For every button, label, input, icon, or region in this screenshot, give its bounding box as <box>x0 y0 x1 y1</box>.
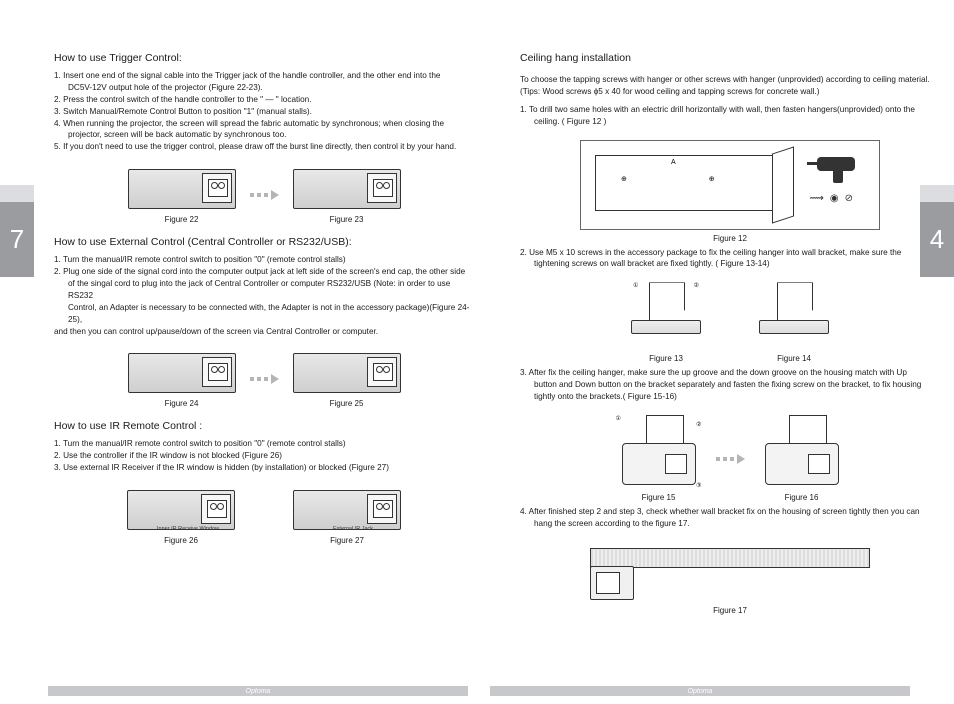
fig22-illustration <box>128 165 236 211</box>
s2-l2c: Control, an Adapter is necessary to be c… <box>54 302 474 326</box>
fig26-illustration: Inner IR Receive Window <box>127 486 235 532</box>
section-trigger-title: How to use Trigger Control: <box>54 52 474 64</box>
s3-l1: 1. Turn the manual/IR remote control swi… <box>54 438 474 450</box>
fig24-box: Figure 24 <box>128 349 236 408</box>
s1-l4b: projector, screen will be back automatic… <box>54 129 474 141</box>
fig26-callout: Inner IR Receive Window <box>157 526 219 532</box>
fig24-illustration <box>128 349 236 395</box>
fig15-caption: Figure 15 <box>642 493 676 502</box>
ceiling-title: Ceiling hang installation <box>520 52 940 64</box>
fig14-illustration <box>759 282 829 350</box>
fig27-callout: External IR Jack <box>333 526 373 532</box>
fig-row-15-16: ① ② ③ Figure 15 Figure 16 <box>520 415 940 502</box>
s1-l4: 4. When running the projector, the scree… <box>54 118 474 130</box>
r-l4: 4. After finished step 2 and step 3, che… <box>520 506 940 518</box>
s2-l2: 2. Plug one side of the signal cord into… <box>54 266 474 278</box>
section-ir-title: How to use IR Remote Control : <box>54 420 474 432</box>
fig13-box: ① ② Figure 13 <box>631 282 701 363</box>
fig-row-22-23: Figure 22 Figure 23 <box>54 165 474 224</box>
fig16-illustration <box>759 415 845 489</box>
fig25-illustration <box>293 349 401 395</box>
arrow-22-23 <box>250 190 279 200</box>
fig25-caption: Figure 25 <box>330 399 364 408</box>
fig16-caption: Figure 16 <box>785 493 819 502</box>
fig12-row: ⊕ ⊕ A ⟿◉⊘ Figure 12 <box>520 140 940 243</box>
s2-l2d: and then you can control up/pause/down o… <box>54 326 474 338</box>
r-l4b: hang the screen according to the figure … <box>520 518 940 530</box>
fig17-box: Figure 17 <box>590 542 870 615</box>
fig12-dim: A <box>671 159 676 166</box>
fig13-illustration: ① ② <box>631 282 701 350</box>
fig23-box: Figure 23 <box>293 165 401 224</box>
s1-l2: 2. Press the control switch of the handl… <box>54 94 474 106</box>
r-l2: 2. Use M5 x 10 screws in the accessory p… <box>520 247 940 259</box>
arrow-15-16 <box>716 454 745 464</box>
fig17-illustration <box>590 542 870 602</box>
r-l2b: tightening screws on wall bracket are fi… <box>520 258 940 270</box>
fig-row-24-25: Figure 24 Figure 25 <box>54 349 474 408</box>
fig22-box: Figure 22 <box>128 165 236 224</box>
footer-brand-left: Optoma <box>246 688 271 695</box>
footer-left: Optoma <box>48 686 468 696</box>
fig12-caption: Figure 12 <box>713 234 747 243</box>
fig26-caption: Figure 26 <box>164 536 198 545</box>
fig23-caption: Figure 23 <box>330 215 364 224</box>
page-tab-left: 7 <box>0 202 34 277</box>
fig27-caption: Figure 27 <box>330 536 364 545</box>
s2-l1: 1. Turn the manual/IR remote control swi… <box>54 254 474 266</box>
footer-brand-right: Optoma <box>688 688 713 695</box>
s3-l2: 2. Use the controller if the IR window i… <box>54 450 474 462</box>
fig14-caption: Figure 14 <box>777 354 811 363</box>
fig27-illustration: External IR Jack <box>293 486 401 532</box>
section-external-title: How to use External Control (Central Con… <box>54 236 474 248</box>
fig26-box: Inner IR Receive Window Figure 26 <box>127 486 235 545</box>
r-l3: 3. After fix the ceiling hanger, make su… <box>520 367 940 379</box>
fig14-box: Figure 14 <box>759 282 829 363</box>
footer-right: Optoma <box>490 686 910 696</box>
left-column: How to use Trigger Control: 1. Insert on… <box>54 40 474 549</box>
fig12-illustration: ⊕ ⊕ A ⟿◉⊘ <box>580 140 880 230</box>
right-column: Ceiling hang installation To choose the … <box>520 40 940 619</box>
drill-icon <box>807 157 861 183</box>
r-l1: 1. To drill two same holes with an elect… <box>520 104 940 116</box>
arrow-24-25 <box>250 374 279 384</box>
s1-l1: 1. Insert one end of the signal cable in… <box>54 70 474 82</box>
s2-l2b: of the singal cord to plug into the jack… <box>54 278 474 302</box>
fig17-caption: Figure 17 <box>713 606 747 615</box>
fig22-caption: Figure 22 <box>165 215 199 224</box>
fig27-box: External IR Jack Figure 27 <box>293 486 401 545</box>
fig16-box: Figure 16 <box>759 415 845 502</box>
r-l1b: ceiling. ( Figure 12 ) <box>520 116 940 128</box>
fig-row-26-27: Inner IR Receive Window Figure 26 Extern… <box>54 486 474 545</box>
r-intro2: (Tips: Wood screws ϕ5 x 40 for wood ceil… <box>520 86 940 98</box>
r-l3c: tightly onto the brackets.( Figure 15-16… <box>520 391 940 403</box>
r-intro1: To choose the tapping screws with hanger… <box>520 74 940 86</box>
fig17-row: Figure 17 <box>520 542 940 615</box>
fig15-illustration: ① ② ③ <box>616 415 702 489</box>
fig12-box: ⊕ ⊕ A ⟿◉⊘ Figure 12 <box>580 140 880 243</box>
s1-l3: 3. Switch Manual/Remote Control Button t… <box>54 106 474 118</box>
hardware-icons: ⟿◉⊘ <box>810 193 853 204</box>
s1-l5: 5. If you don't need to use the trigger … <box>54 141 474 153</box>
fig-row-13-14: ① ② Figure 13 Figure 14 <box>520 282 940 363</box>
fig25-box: Figure 25 <box>293 349 401 408</box>
page-number-left: 7 <box>10 224 24 255</box>
fig24-caption: Figure 24 <box>165 399 199 408</box>
s3-l3: 3. Use external IR Receiver if the IR wi… <box>54 462 474 474</box>
fig15-box: ① ② ③ Figure 15 <box>616 415 702 502</box>
s1-l1b: DC5V-12V output hole of the projector (F… <box>54 82 474 94</box>
fig23-illustration <box>293 165 401 211</box>
fig13-caption: Figure 13 <box>649 354 683 363</box>
r-l3b: button and Down button on the bracket se… <box>520 379 940 391</box>
